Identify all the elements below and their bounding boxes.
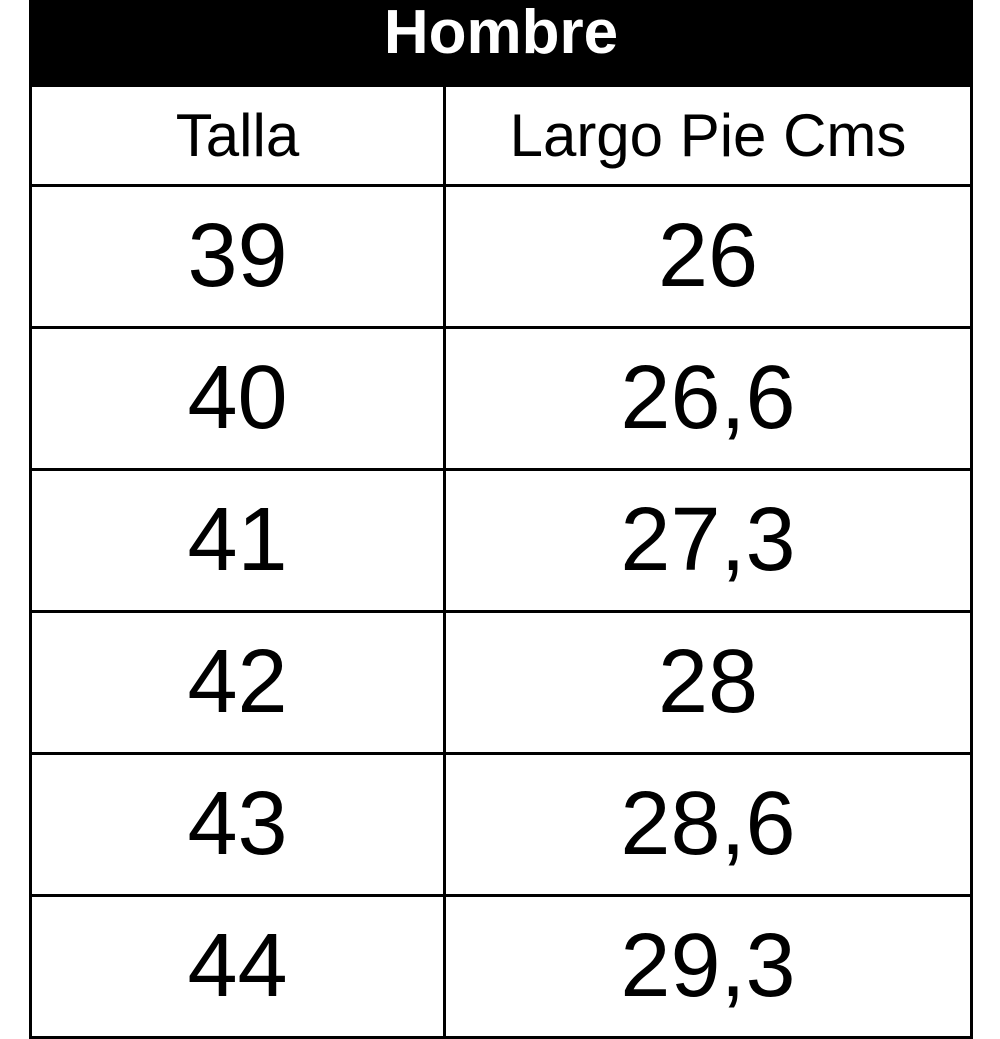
length-cell: 26,6 (620, 348, 796, 448)
header-row: Talla Largo Pie Cms (32, 87, 970, 187)
table-row: 43 28,6 (32, 755, 970, 897)
length-cell: 28,6 (620, 774, 796, 874)
length-cell: 28 (657, 632, 759, 732)
size-cell: 40 (32, 329, 446, 468)
size-cell: 43 (32, 755, 446, 894)
table-row: 39 26 (32, 187, 970, 329)
table-row: 41 27,3 (32, 471, 970, 613)
length-cell: 26 (657, 206, 759, 306)
length-cell: 29,3 (620, 916, 796, 1016)
table-title: Hombre (32, 0, 970, 87)
column-header-largo-pie: Largo Pie Cms (509, 102, 907, 169)
size-cell: 41 (32, 471, 446, 610)
size-cell: 42 (32, 613, 446, 752)
table-row: 44 29,3 (32, 897, 970, 1039)
size-table: Hombre Talla Largo Pie Cms 39 26 40 26,6… (29, 0, 973, 1039)
size-cell: 39 (32, 187, 446, 326)
table-row: 40 26,6 (32, 329, 970, 471)
table-row: 42 28 (32, 613, 970, 755)
column-header-talla: Talla (32, 87, 446, 184)
length-cell: 27,3 (620, 490, 796, 590)
size-cell: 44 (32, 897, 446, 1036)
